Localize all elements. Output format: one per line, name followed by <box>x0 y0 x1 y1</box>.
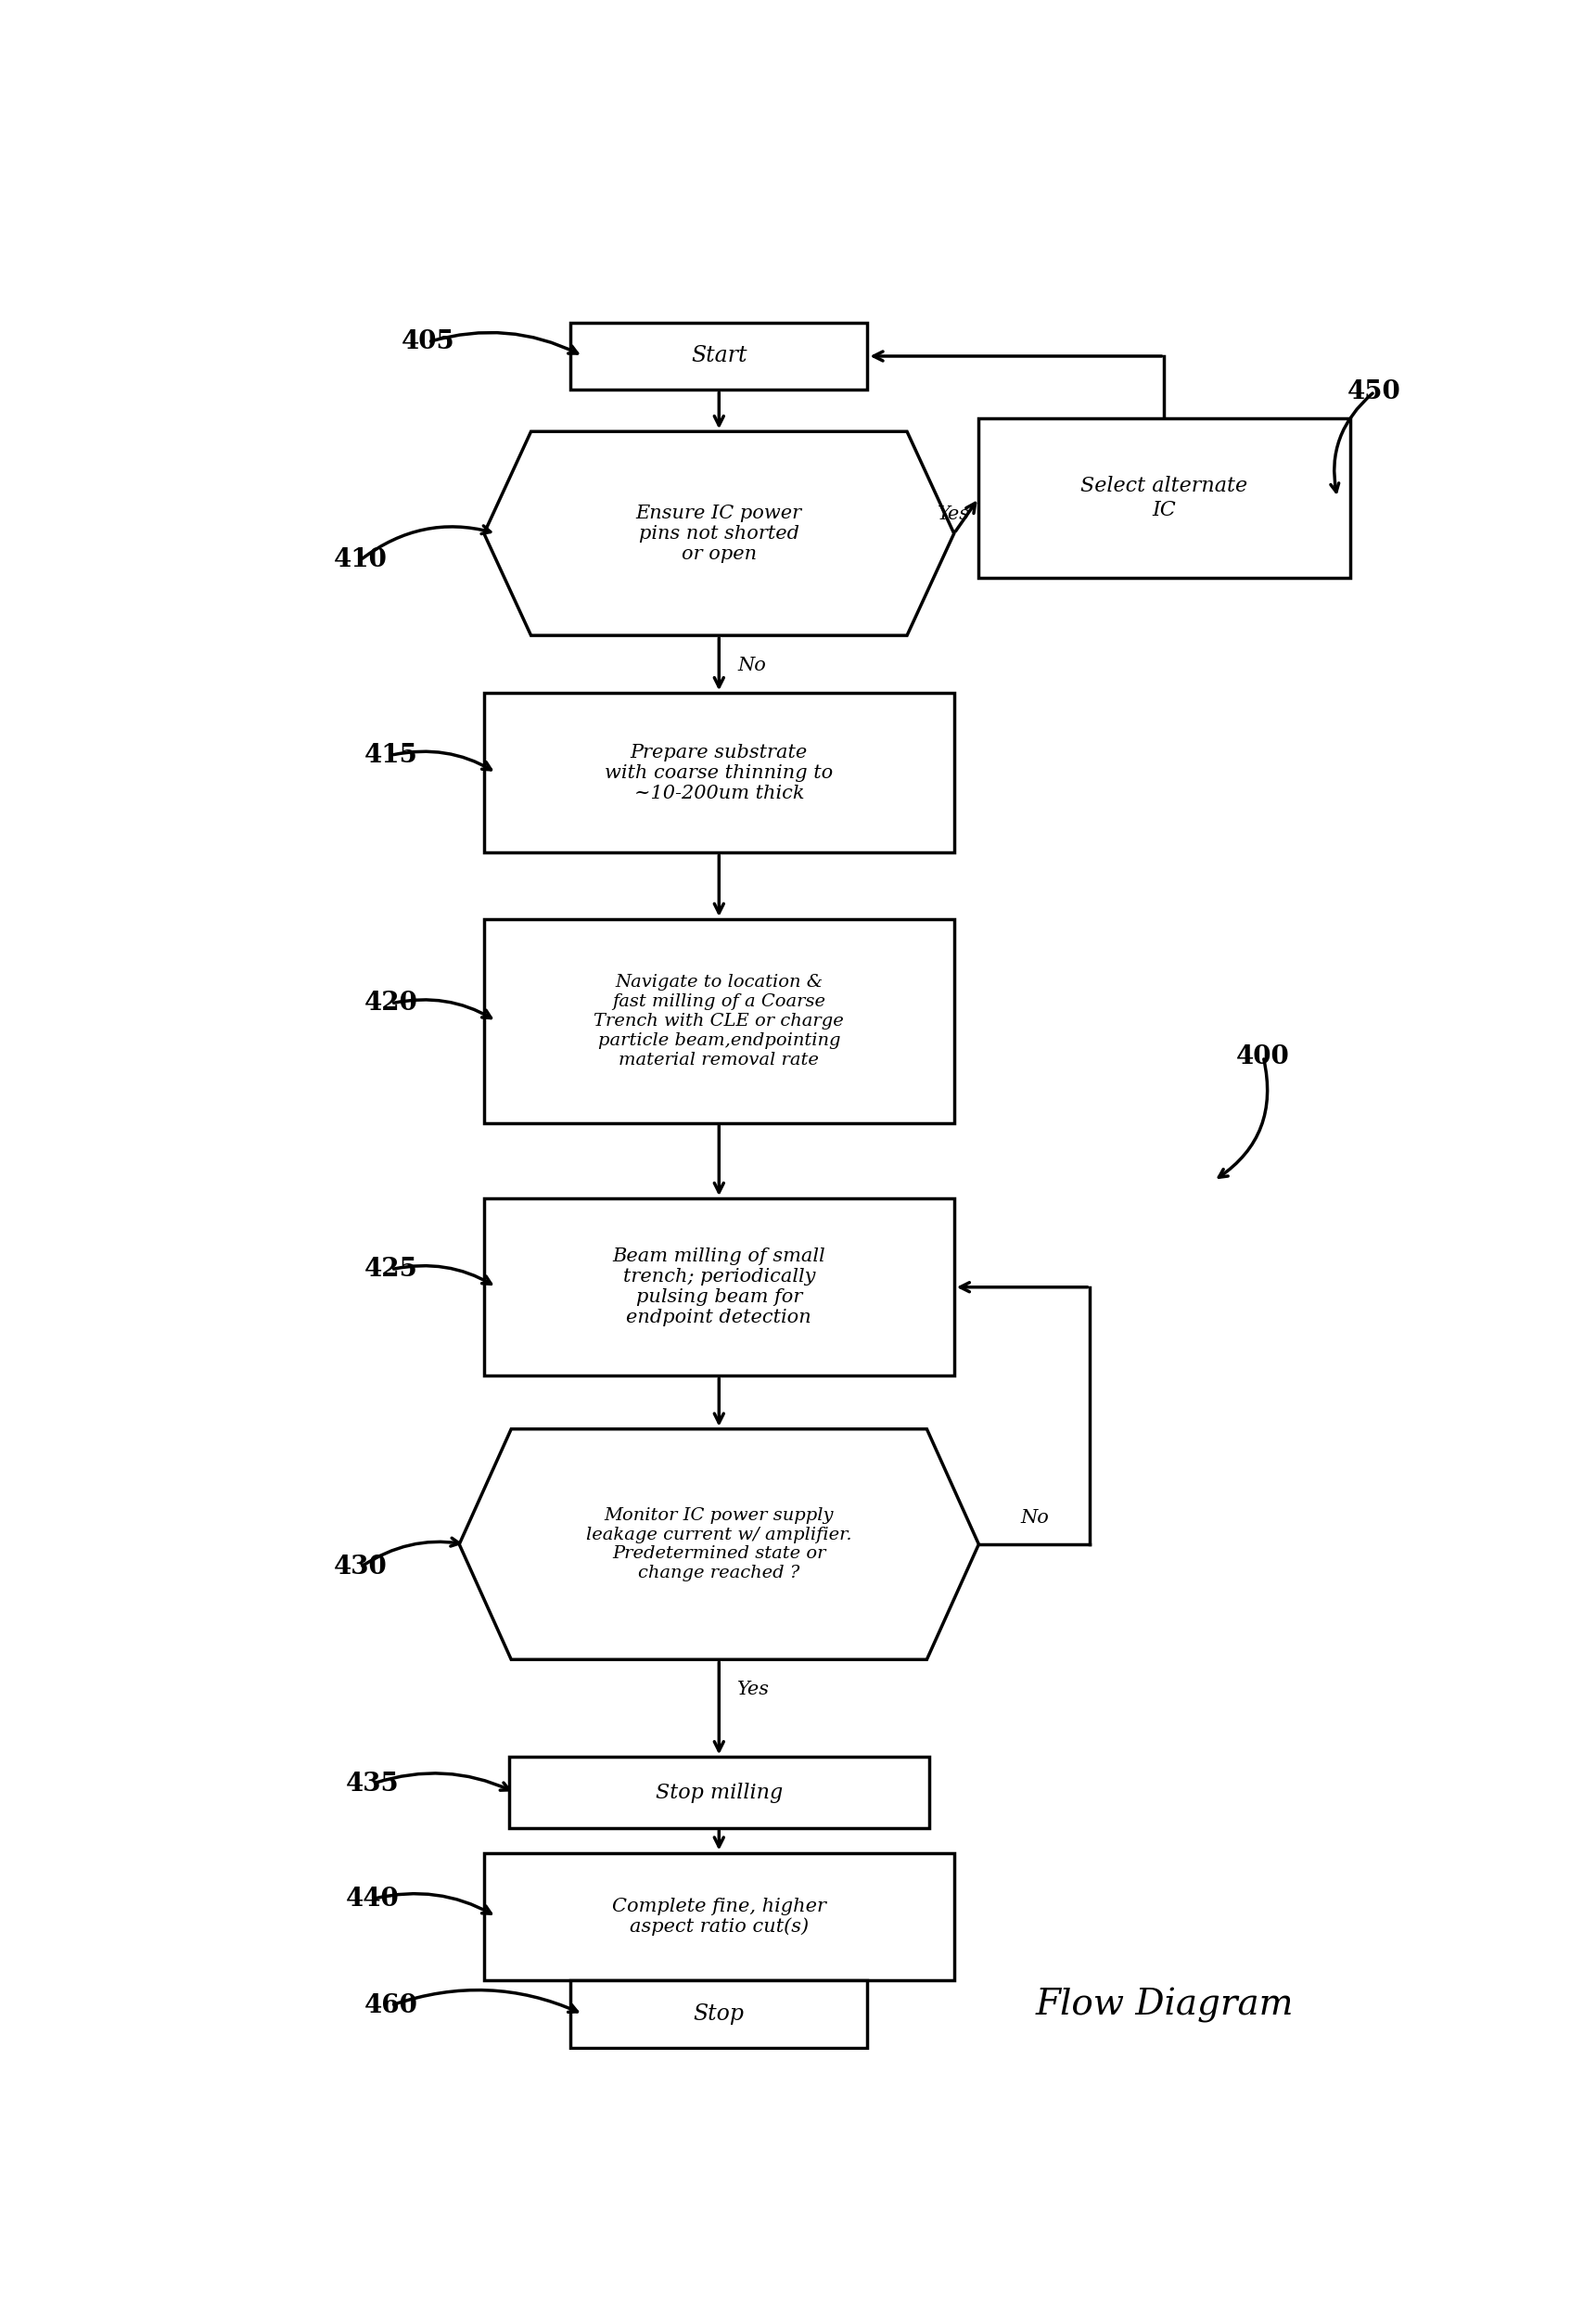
Text: Prepare substrate
with coarse thinning to
~10-200um thick: Prepare substrate with coarse thinning t… <box>605 744 833 801</box>
FancyBboxPatch shape <box>484 1198 954 1375</box>
Text: 425: 425 <box>364 1257 418 1283</box>
FancyBboxPatch shape <box>570 322 868 389</box>
Text: 440: 440 <box>346 1886 399 1911</box>
FancyBboxPatch shape <box>484 919 954 1124</box>
Text: 405: 405 <box>402 329 455 355</box>
Polygon shape <box>460 1428 978 1660</box>
Text: 400: 400 <box>1237 1043 1290 1069</box>
Text: Monitor IC power supply
leakage current w/ amplifier.
Predetermined state or
cha: Monitor IC power supply leakage current … <box>586 1506 852 1582</box>
Text: 410: 410 <box>334 548 388 573</box>
Text: Select alternate
IC: Select alternate IC <box>1080 477 1248 520</box>
FancyBboxPatch shape <box>509 1757 929 1829</box>
Text: 430: 430 <box>334 1555 388 1580</box>
Text: Yes: Yes <box>737 1681 769 1697</box>
Text: 415: 415 <box>364 742 418 767</box>
Text: No: No <box>737 656 766 675</box>
Text: Yes: Yes <box>938 504 970 523</box>
Text: Beam milling of small
trench; periodically
pulsing beam for
endpoint detection: Beam milling of small trench; periodical… <box>613 1248 825 1327</box>
FancyBboxPatch shape <box>570 1981 868 2047</box>
Text: Start: Start <box>691 345 747 366</box>
Text: No: No <box>1020 1508 1049 1527</box>
FancyBboxPatch shape <box>978 419 1350 578</box>
Text: Flow Diagram: Flow Diagram <box>1036 1987 1293 2022</box>
Text: 450: 450 <box>1347 380 1401 403</box>
Text: Navigate to location &
fast milling of a Coarse
Trench with CLE or charge
partic: Navigate to location & fast milling of a… <box>594 974 844 1069</box>
FancyBboxPatch shape <box>484 693 954 852</box>
Text: Stop milling: Stop milling <box>656 1783 782 1803</box>
FancyBboxPatch shape <box>484 1854 954 1981</box>
Text: Stop: Stop <box>694 2004 744 2024</box>
Text: 420: 420 <box>364 990 418 1016</box>
Text: Ensure IC power
pins not shorted
or open: Ensure IC power pins not shorted or open <box>635 504 803 562</box>
Text: Complete fine, higher
aspect ratio cut(s): Complete fine, higher aspect ratio cut(s… <box>611 1898 827 1937</box>
Polygon shape <box>484 431 954 636</box>
Text: 460: 460 <box>364 1992 418 2017</box>
Text: 435: 435 <box>346 1771 399 1796</box>
